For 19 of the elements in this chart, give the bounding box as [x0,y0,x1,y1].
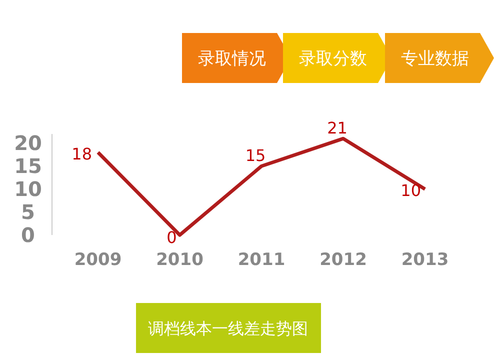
text: 录取分数 [299,49,367,69]
data-label: 18 [72,144,92,164]
y-tick-label: 10 [14,177,42,202]
data-label: 15 [245,146,266,166]
x-tick-label: 2013 [401,250,449,270]
text: 专业数据 [401,49,469,69]
y-tick-label: 5 [21,200,35,224]
x-tick-label: 2011 [238,250,286,270]
data-label: 21 [327,118,348,138]
x-tick-label: 2012 [320,250,367,270]
y-tick-label: 20 [14,131,42,156]
y-tick-label: 0 [21,223,35,247]
text: 录取情况 [198,49,266,69]
data-label: 0 [166,228,177,247]
data-label: 10 [400,181,421,200]
text: 调档线本一线差走势图 [148,319,308,338]
x-tick-label: 2010 [156,250,204,270]
x-tick-label: 2009 [74,250,122,270]
y-tick-label: 15 [14,154,42,178]
